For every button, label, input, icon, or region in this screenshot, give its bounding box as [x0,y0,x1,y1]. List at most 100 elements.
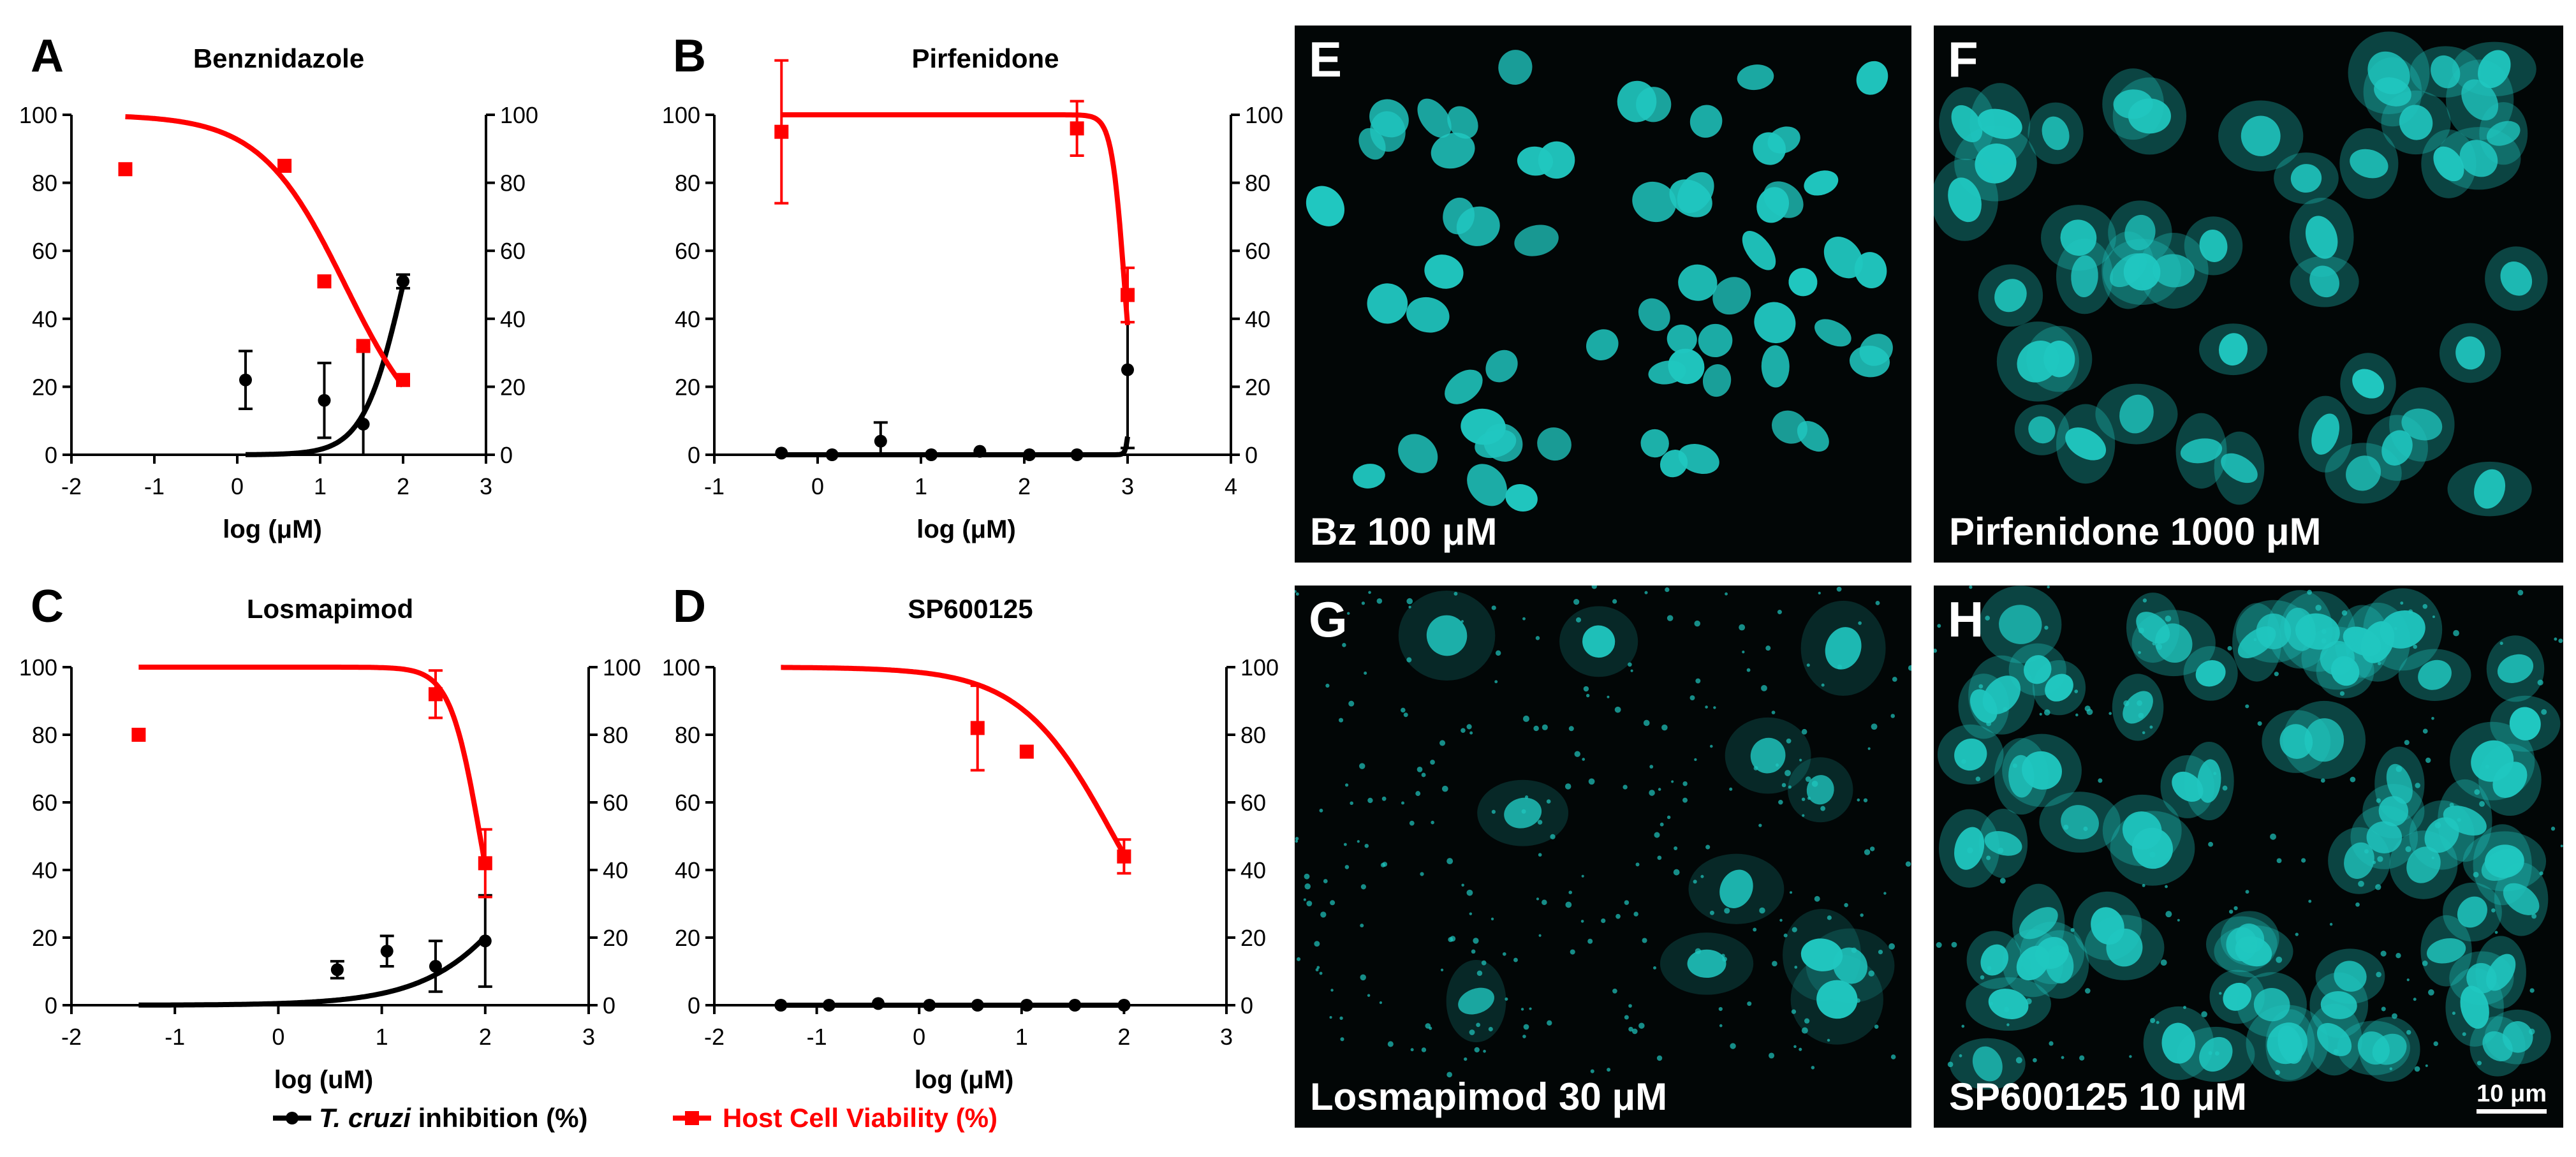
cell-nucleus [1859,334,1893,366]
panel-letter-g: G [1309,591,1348,647]
debris-dot [1786,738,1792,744]
debris-dot [2044,626,2049,630]
debris-dot [1975,776,1981,782]
panel-b-ytick-label-right: 60 [1245,238,1270,264]
debris-dot [2033,1058,2037,1063]
debris-dot [2558,638,2563,644]
cell-nucleus [2350,149,2388,179]
debris-dot [2477,1061,2482,1066]
panel-d-viability-fit-curve [781,665,1126,856]
debris-dot [2408,609,2413,614]
panel-c-inhibition-point [330,963,344,976]
debris-dot [1674,846,1678,851]
cell-nucleus [2256,613,2292,649]
micrograph-e: E Bz 100 μM [1295,26,1911,563]
debris-dot [1624,900,1630,905]
debris-dot [2499,642,2503,645]
cell-nucleus [2372,1033,2407,1065]
debris-dot [1628,662,1632,667]
debris-dot [1779,918,1783,922]
debris-dot [2109,712,2112,715]
cell-nucleus [1467,464,1507,506]
debris-dot [2413,998,2417,1001]
debris-dot [1469,1029,1475,1035]
debris-dot [1642,938,1647,943]
panel-b-inhibition-point [874,434,887,448]
debris-dot [1342,643,1346,647]
debris-dot [1350,801,1353,806]
cell-nucleus [2401,408,2443,441]
debris-dot [1724,908,1730,914]
debris-dot [1421,1047,1427,1052]
panel-c-ytick-label-right: 40 [603,857,628,883]
cell-nucleus [1306,186,1345,226]
legend-inhibition-rest: inhibition (%) [411,1103,588,1133]
debris-dot [1804,1018,1810,1024]
debris-dot [2396,765,2403,772]
panel-a-inhibition-point [318,394,331,407]
debris-dot [1471,949,1476,954]
debris-dot [2405,846,2411,852]
debris-dot [1524,795,1529,799]
cell-nucleus [2316,1022,2352,1056]
debris-dot [2274,672,2279,677]
legend-inhibition-italic: T. cruzi [319,1103,411,1133]
debris-dot [2329,922,2333,926]
cell-nucleus [2455,336,2485,370]
debris-dot [1612,988,1617,994]
panel-c-viability-point [478,856,492,871]
debris-dot [1978,684,1984,689]
debris-dot [1742,651,1745,654]
panel-b-ytick-label-left: 60 [675,238,700,264]
cell-nucleus [1742,231,1776,270]
panel-d-xtick-label: 0 [913,1024,925,1050]
panel-d-inhibition-point [1117,999,1131,1012]
panel-c-ytick-label-right: 80 [603,722,628,748]
panel-d-inhibition-point [923,999,936,1012]
panel-c-ytick-label-left: 100 [19,654,57,681]
debris-dot [2380,950,2387,957]
panel-c-ytick-label-left: 0 [45,992,57,1019]
debris-dot [2075,713,2079,717]
debris-dot [1364,671,1367,675]
cell-nucleus [1804,170,1839,196]
panel-c-ytick-label-right: 0 [603,992,615,1019]
debris-dot [2222,785,2228,791]
debris-dot [2425,1064,2428,1067]
debris-dot [2396,953,2401,959]
micrograph-h-cells [1934,586,2563,1090]
debris-dot [1661,724,1668,731]
scale-bar-line [2477,1109,2547,1114]
debris-dot [2554,637,2558,641]
debris-dot [1542,899,1547,906]
debris-dot [1998,847,2004,853]
cell-nucleus [1358,128,1386,160]
debris-dot [2422,728,2428,734]
cell-nucleus [1424,254,1464,289]
cell-nucleus [1975,144,2017,184]
debris-dot [1495,650,1501,656]
debris-dot [1565,901,1572,908]
debris-dot [1908,665,1911,671]
debris-dot [1607,1068,1611,1072]
cell-nucleus [2172,771,2204,802]
debris-dot [1591,586,1597,589]
debris-dot [1315,968,1319,971]
legend-inhibition-marker [286,1112,298,1124]
debris-dot [1538,853,1542,857]
debris-dot [1586,693,1590,698]
debris-dot [2307,589,2312,595]
panel-c-ytick-label-right: 20 [603,925,628,951]
debris-dot [1649,765,1654,769]
debris-dot [2049,1041,2054,1046]
debris-dot [1857,798,1860,802]
cell-nucleus [1667,324,1697,354]
panel-d-letter: D [673,581,706,632]
debris-dot [1490,917,1494,920]
debris-dot [1771,711,1776,714]
debris-dot [2142,883,2145,887]
debris-dot [1961,1024,1965,1028]
debris-dot [1869,846,1875,851]
cell-nucleus [2386,763,2413,804]
